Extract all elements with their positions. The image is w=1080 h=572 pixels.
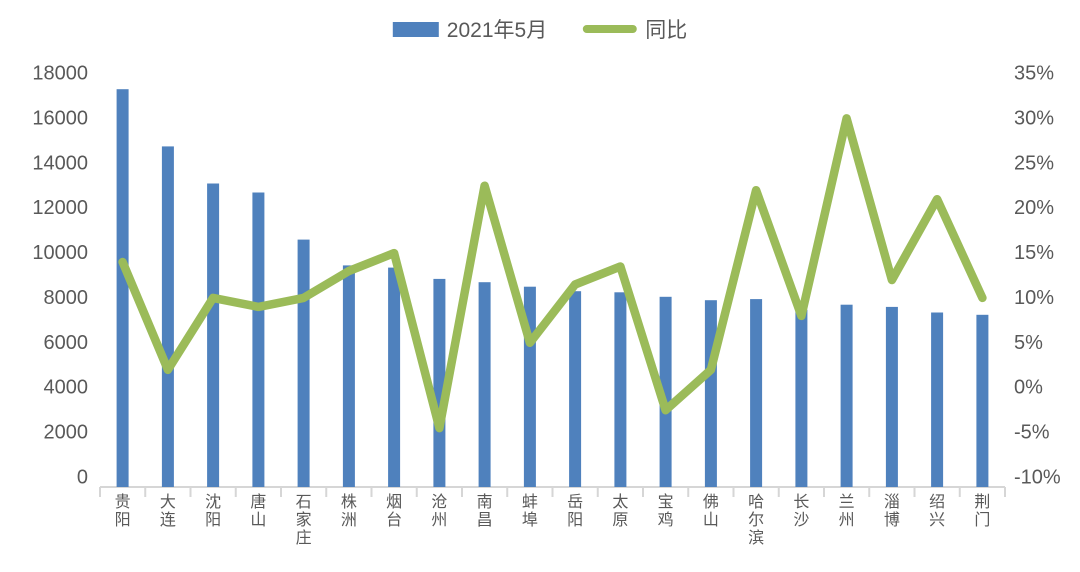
bar [885,306,898,487]
bar [750,299,763,487]
x-axis-label: 唐 山 [250,494,267,529]
bar [704,300,717,487]
bar [976,314,989,487]
bar [116,89,129,487]
bar-series-legend-label: 2021年5月 [446,19,548,42]
x-axis-label: 长 沙 [793,494,810,529]
x-axis-label: 贵 阳 [114,494,131,529]
bar [931,312,944,487]
bar [659,296,672,487]
bar [161,146,174,487]
bar [614,292,627,487]
x-axis-label: 南 昌 [476,494,493,529]
bar [433,278,446,487]
right-axis-tick-label: -10% [1014,467,1061,489]
bar [207,183,220,487]
x-axis-label: 绍 兴 [929,494,946,529]
x-axis-label: 佛 山 [702,494,719,529]
x-axis-label: 石 家 庄 [295,494,312,547]
x-axis-label: 荆 门 [974,494,991,529]
bar [478,282,491,487]
right-axis-tick-label: 0% [1014,377,1043,399]
left-axis-tick-label: 18000 [32,63,88,85]
right-axis-tick-label: -5% [1014,422,1050,444]
line-series-legend-label: 同比 [645,19,688,42]
x-axis-label: 兰 州 [838,494,855,529]
bar [388,267,401,487]
x-axis-label: 蚌 埠 [521,494,538,529]
x-axis-label: 大 连 [159,494,176,529]
x-axis-label: 宝 鸡 [657,494,674,529]
right-axis-tick-label: 15% [1014,242,1054,264]
bar [569,291,582,487]
left-axis-tick-label: 2000 [44,422,89,444]
x-axis-label: 烟 台 [386,494,403,529]
x-axis-label: 岳 阳 [567,494,584,529]
trend-line [118,114,987,433]
left-axis-tick-label: 16000 [32,107,88,129]
line-series-swatch-icon [583,25,638,33]
bar-series-swatch-icon [392,21,439,37]
right-axis-tick-label: 35% [1014,63,1054,85]
left-axis-tick-label: 6000 [44,332,89,354]
legend-item-line-series: 同比 [583,14,687,44]
right-axis-tick-label: 30% [1014,107,1054,129]
x-axis-label: 哈 尔 滨 [748,494,765,547]
right-axis-tick-label: 5% [1014,332,1043,354]
bar [795,309,808,487]
left-axis-tick-label: 8000 [44,287,89,309]
x-axis-label: 沈 阳 [205,494,222,529]
right-axis-tick-label: 25% [1014,152,1054,174]
left-axis-tick-label: 14000 [32,152,88,174]
right-axis-tick-label: 10% [1014,287,1054,309]
x-axis-label: 沧 州 [431,494,448,529]
bar [297,239,310,487]
bar [342,265,355,487]
left-axis-tick-label: 10000 [32,242,88,264]
x-axis-label: 淄 博 [883,494,900,529]
bar [252,192,265,487]
x-axis-label: 株 洲 [340,494,357,529]
x-axis-label: 太 原 [612,494,629,529]
legend-item-bar-series: 2021年5月 [392,14,548,44]
left-axis-tick-label: 0 [77,467,88,489]
right-axis-tick-label: 20% [1014,197,1054,219]
bar [840,304,853,487]
left-axis-tick-label: 12000 [32,197,88,219]
left-axis-tick-label: 4000 [44,377,89,399]
chart-legend: 2021年5月 同比 [392,14,687,44]
